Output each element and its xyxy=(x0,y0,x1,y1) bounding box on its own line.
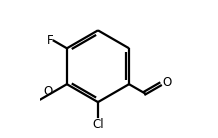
Text: O: O xyxy=(163,76,172,89)
Text: O: O xyxy=(44,85,53,98)
Text: Cl: Cl xyxy=(92,118,104,131)
Text: F: F xyxy=(46,34,53,47)
